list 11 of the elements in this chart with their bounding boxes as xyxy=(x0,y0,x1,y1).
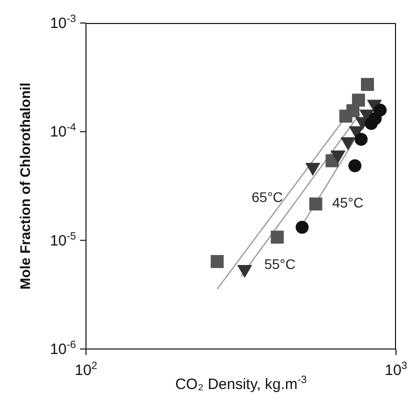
x-tick-label: 10$^{2}$ xyxy=(74,360,98,379)
y-tick-label: 10$^{-6}$ xyxy=(50,339,76,358)
x-tick-label: 10$^{3}$ xyxy=(384,360,408,379)
series-label: 55°C xyxy=(264,256,296,272)
y-tick-label: 10$^{-5}$ xyxy=(50,230,76,250)
series-label: 45°C xyxy=(332,194,364,211)
series-label: 65°C xyxy=(252,189,283,206)
x-axis-title: CO₂ Density, kg.m$^{-3}$ xyxy=(175,374,307,393)
y-tick-label: 10$^{-4}$ xyxy=(50,122,76,141)
y-axis-title: Mole Fraction of Chlorothalonil xyxy=(17,82,33,290)
y-tick-label: 10$^{-3}$ xyxy=(50,13,76,32)
